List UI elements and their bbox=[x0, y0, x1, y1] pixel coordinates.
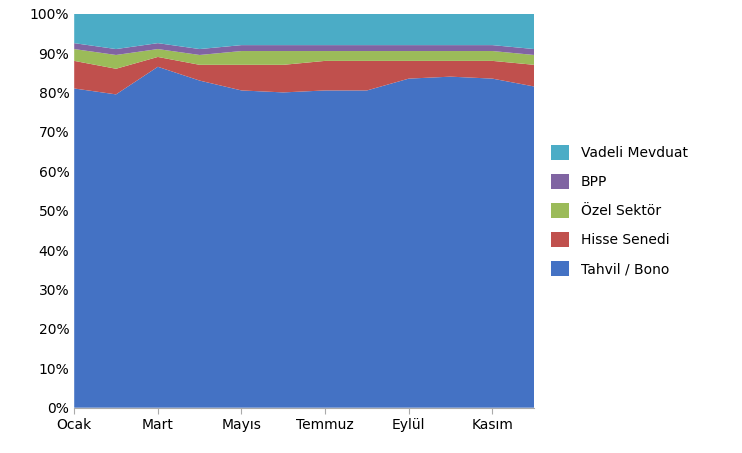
Legend: Vadeli Mevduat, BPP, Özel Sektör, Hisse Senedi, Tahvil / Bono: Vadeli Mevduat, BPP, Özel Sektör, Hisse … bbox=[546, 139, 693, 282]
